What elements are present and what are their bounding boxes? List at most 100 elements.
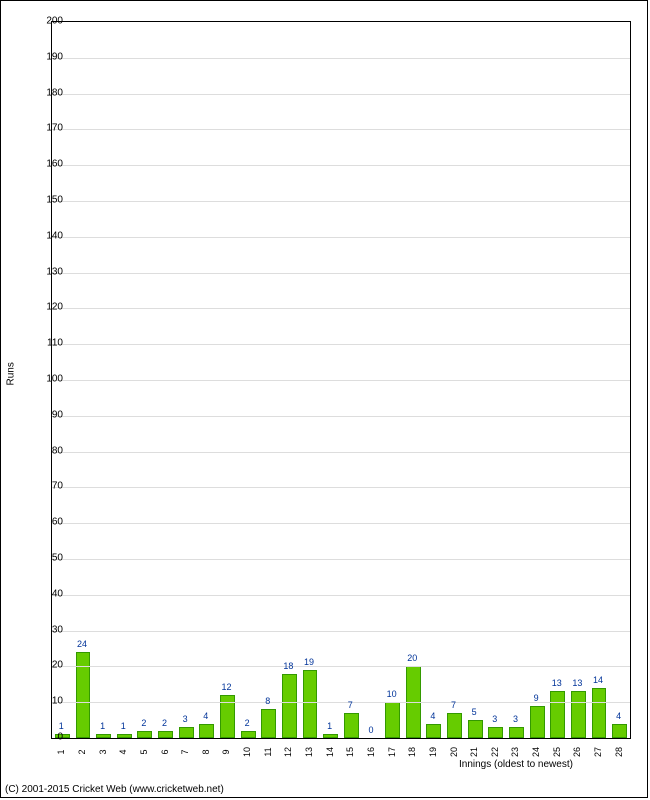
gridline <box>52 165 630 166</box>
bar-value-label: 0 <box>368 725 373 735</box>
y-tick-label: 160 <box>33 159 63 170</box>
bar-value-label: 1 <box>59 721 64 731</box>
bar <box>426 724 441 738</box>
y-tick-label: 150 <box>33 195 63 206</box>
gridline <box>52 452 630 453</box>
bar <box>509 727 524 738</box>
gridline <box>52 631 630 632</box>
gridline <box>52 237 630 238</box>
bar-value-label: 7 <box>451 700 456 710</box>
gridline <box>52 344 630 345</box>
bar <box>158 731 173 738</box>
x-tick-label: 19 <box>428 747 438 757</box>
x-tick-label: 1 <box>56 749 66 754</box>
x-tick-label: 24 <box>531 747 541 757</box>
y-tick-label: 170 <box>33 123 63 134</box>
bar-value-label: 8 <box>265 696 270 706</box>
bar-value-label: 4 <box>430 711 435 721</box>
bar <box>137 731 152 738</box>
chart-frame: Runs Innings (oldest to newest) (C) 2001… <box>0 0 648 798</box>
x-tick-label: 23 <box>510 747 520 757</box>
bar-value-label: 9 <box>534 693 539 703</box>
bar-value-label: 3 <box>183 714 188 724</box>
x-tick-label: 27 <box>593 747 603 757</box>
gridline <box>52 273 630 274</box>
bar <box>261 709 276 738</box>
y-tick-label: 130 <box>33 266 63 277</box>
bar-value-label: 10 <box>387 689 397 699</box>
bar <box>530 706 545 738</box>
gridline <box>52 416 630 417</box>
x-tick-label: 18 <box>407 747 417 757</box>
gridline <box>52 201 630 202</box>
x-tick-label: 11 <box>263 747 273 756</box>
bar-value-label: 19 <box>304 657 314 667</box>
y-tick-label: 180 <box>33 87 63 98</box>
gridline <box>52 129 630 130</box>
bar-value-label: 2 <box>162 718 167 728</box>
x-tick-label: 26 <box>572 747 582 757</box>
bar-value-label: 7 <box>348 700 353 710</box>
bar-value-label: 13 <box>552 678 562 688</box>
bar <box>571 691 586 738</box>
x-tick-label: 22 <box>490 747 500 757</box>
x-tick-label: 4 <box>118 749 128 754</box>
y-tick-label: 50 <box>33 553 63 564</box>
x-tick-label: 6 <box>160 749 170 754</box>
bar-value-label: 1 <box>100 721 105 731</box>
bar <box>323 734 338 738</box>
y-tick-label: 110 <box>33 338 63 349</box>
y-tick-label: 60 <box>33 517 63 528</box>
bar <box>76 652 91 738</box>
x-tick-label: 14 <box>325 747 335 757</box>
x-tick-label: 20 <box>449 747 459 757</box>
bar-value-label: 13 <box>572 678 582 688</box>
y-tick-label: 10 <box>33 696 63 707</box>
bar <box>344 713 359 738</box>
y-tick-label: 40 <box>33 588 63 599</box>
bar-value-label: 4 <box>616 711 621 721</box>
bar-value-label: 1 <box>121 721 126 731</box>
x-tick-label: 2 <box>77 749 87 754</box>
x-tick-label: 5 <box>139 749 149 754</box>
x-axis-label: Innings (oldest to newest) <box>459 759 573 770</box>
gridline <box>52 559 630 560</box>
x-tick-label: 3 <box>98 749 108 754</box>
gridline <box>52 666 630 667</box>
bar <box>179 727 194 738</box>
y-tick-label: 120 <box>33 302 63 313</box>
bar <box>468 720 483 738</box>
y-tick-label: 20 <box>33 660 63 671</box>
bar-value-label: 1 <box>327 721 332 731</box>
bar <box>282 674 297 738</box>
gridline <box>52 595 630 596</box>
bar <box>96 734 111 738</box>
bar-value-label: 5 <box>472 707 477 717</box>
x-tick-label: 9 <box>221 749 231 754</box>
x-tick-label: 8 <box>201 749 211 754</box>
gridline <box>52 523 630 524</box>
y-axis-label: Runs <box>6 362 17 385</box>
bar-value-label: 24 <box>77 639 87 649</box>
x-tick-label: 13 <box>304 747 314 757</box>
x-tick-label: 16 <box>366 747 376 757</box>
bar-value-label: 14 <box>593 675 603 685</box>
y-tick-label: 190 <box>33 51 63 62</box>
bar <box>241 731 256 738</box>
bar <box>117 734 132 738</box>
x-tick-label: 7 <box>180 749 190 754</box>
gridline <box>52 702 630 703</box>
bar <box>385 702 400 738</box>
y-tick-label: 100 <box>33 374 63 385</box>
bar <box>199 724 214 738</box>
x-tick-label: 25 <box>552 747 562 757</box>
bar-value-label: 12 <box>221 682 231 692</box>
y-tick-label: 80 <box>33 445 63 456</box>
x-tick-label: 17 <box>387 747 397 757</box>
x-tick-label: 15 <box>345 747 355 757</box>
bar-value-label: 2 <box>245 718 250 728</box>
gridline <box>52 94 630 95</box>
x-tick-label: 12 <box>283 747 293 757</box>
copyright-text: (C) 2001-2015 Cricket Web (www.cricketwe… <box>5 784 224 795</box>
gridline <box>52 308 630 309</box>
